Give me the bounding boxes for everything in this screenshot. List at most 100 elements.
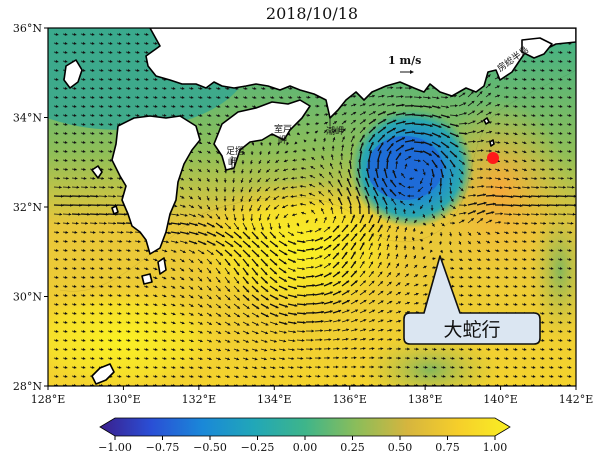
- velocity-arrowhead: [111, 230, 115, 234]
- velocity-arrowhead: [454, 154, 457, 158]
- velocity-arrowhead: [190, 269, 193, 272]
- velocity-arrowhead: [497, 150, 501, 154]
- velocity-arrowhead: [523, 114, 527, 117]
- velocity-arrowhead: [460, 302, 464, 306]
- velocity-arrowhead: [344, 103, 347, 107]
- velocity-arrowhead: [91, 347, 95, 351]
- velocity-arrowhead: [458, 233, 462, 237]
- velocity-arrowhead: [478, 293, 482, 297]
- velocity-arrowhead: [371, 374, 374, 378]
- velocity-arrowhead: [559, 68, 563, 72]
- velocity-arrowhead: [74, 176, 78, 180]
- velocity-arrowhead: [301, 211, 305, 215]
- latitude-axis: 36°N34°N32°N30°N28°N: [13, 22, 48, 393]
- velocity-arrowhead: [267, 217, 270, 221]
- velocity-arrowhead: [497, 131, 501, 135]
- velocity-arrowhead: [519, 195, 523, 199]
- observation-point-marker: [487, 152, 499, 164]
- colorbar-ticks: −1.00 −0.75 −0.50 −0.25 0.00 0.25 0.50 0.75 1.00: [98, 436, 507, 454]
- velocity-arrowhead: [118, 50, 122, 54]
- velocity-arrowhead: [324, 121, 328, 125]
- velocity-arrowhead: [55, 311, 59, 315]
- velocity-arrowhead: [449, 233, 452, 237]
- velocity-arrowhead: [470, 177, 474, 181]
- velocity-arrowhead: [154, 77, 158, 81]
- velocity-arrowhead: [364, 186, 368, 190]
- velocity-arrowhead: [541, 105, 545, 108]
- velocity-arrowhead: [328, 198, 332, 202]
- velocity-arrowhead: [338, 309, 342, 313]
- velocity-arrowhead: [227, 288, 230, 292]
- velocity-arrowhead: [420, 150, 424, 154]
- velocity-arrowhead: [208, 296, 212, 300]
- velocity-arrowhead: [541, 257, 545, 261]
- velocity-arrowhead: [473, 210, 476, 213]
- velocity-arrowhead: [91, 311, 95, 315]
- velocity-arrowhead: [91, 41, 95, 45]
- velocity-arrowhead: [289, 96, 293, 99]
- velocity-arrowhead: [101, 239, 104, 243]
- velocity-arrowhead: [397, 292, 401, 295]
- velocity-arrowhead: [346, 328, 349, 332]
- velocity-arrowhead: [571, 185, 575, 189]
- velocity-arrowhead: [470, 218, 474, 221]
- velocity-arrowhead: [363, 337, 366, 341]
- velocity-arrowhead: [464, 142, 468, 146]
- velocity-arrowhead: [212, 242, 216, 246]
- velocity-arrowhead: [223, 180, 227, 183]
- velocity-arrowhead: [344, 365, 348, 369]
- velocity-arrowhead: [55, 77, 59, 81]
- velocity-arrowhead: [136, 113, 140, 117]
- velocity-arrowhead: [208, 287, 212, 291]
- velocity-arrowhead: [523, 275, 527, 279]
- velocity-arrowhead: [532, 240, 536, 243]
- velocity-arrowhead: [533, 230, 536, 234]
- velocity-arrowhead: [199, 260, 203, 264]
- colorbar-tick-label: 0.50: [388, 441, 413, 454]
- velocity-arrowhead: [397, 282, 401, 286]
- velocity-arrowhead: [172, 104, 176, 108]
- velocity-arrowhead: [532, 374, 536, 378]
- velocity-arrowhead: [64, 293, 68, 297]
- velocity-arrowhead: [507, 177, 510, 181]
- velocity-arrowhead: [124, 212, 127, 216]
- velocity-arrowhead: [541, 77, 545, 81]
- velocity-arrowhead: [359, 150, 363, 154]
- velocity-arrowhead: [487, 293, 491, 297]
- lon-tick-label: 142°E: [559, 393, 594, 406]
- velocity-arrowhead: [283, 168, 286, 172]
- velocity-arrowhead: [55, 59, 59, 63]
- colorbar-tick-label: −0.50: [193, 441, 227, 454]
- velocity-arrowhead: [452, 206, 456, 209]
- velocity-arrowhead: [154, 303, 158, 307]
- velocity-arrowhead: [446, 115, 450, 119]
- velocity-arrowhead: [208, 270, 212, 274]
- velocity-arrowhead: [433, 356, 437, 360]
- velocity-arrowhead: [55, 32, 59, 36]
- velocity-arrowhead: [569, 167, 572, 171]
- velocity-arrowhead: [136, 267, 140, 270]
- velocity-arrowhead: [550, 329, 554, 333]
- velocity-arrowhead: [514, 249, 518, 252]
- velocity-arrowhead: [559, 329, 563, 333]
- velocity-arrowhead: [310, 347, 313, 351]
- velocity-arrowhead: [550, 266, 554, 270]
- velocity-arrowhead: [420, 206, 423, 209]
- velocity-arrowhead: [568, 239, 572, 243]
- velocity-arrowhead: [73, 320, 77, 324]
- velocity-arrowhead: [284, 287, 288, 291]
- velocity-arrowhead: [416, 356, 419, 360]
- velocity-arrowhead: [172, 303, 176, 307]
- velocity-arrowhead: [285, 304, 288, 308]
- velocity-arrowhead: [136, 303, 140, 306]
- velocity-arrowhead: [550, 338, 554, 342]
- velocity-arrowhead: [318, 365, 321, 369]
- velocity-arrowhead: [523, 249, 527, 252]
- velocity-arrowhead: [538, 203, 541, 207]
- velocity-arrowhead: [291, 167, 295, 171]
- velocity-arrowhead: [136, 321, 140, 324]
- velocity-arrowhead: [136, 276, 140, 279]
- velocity-arrowhead: [550, 356, 554, 360]
- velocity-arrowhead: [550, 365, 554, 369]
- velocity-arrowhead: [78, 194, 82, 198]
